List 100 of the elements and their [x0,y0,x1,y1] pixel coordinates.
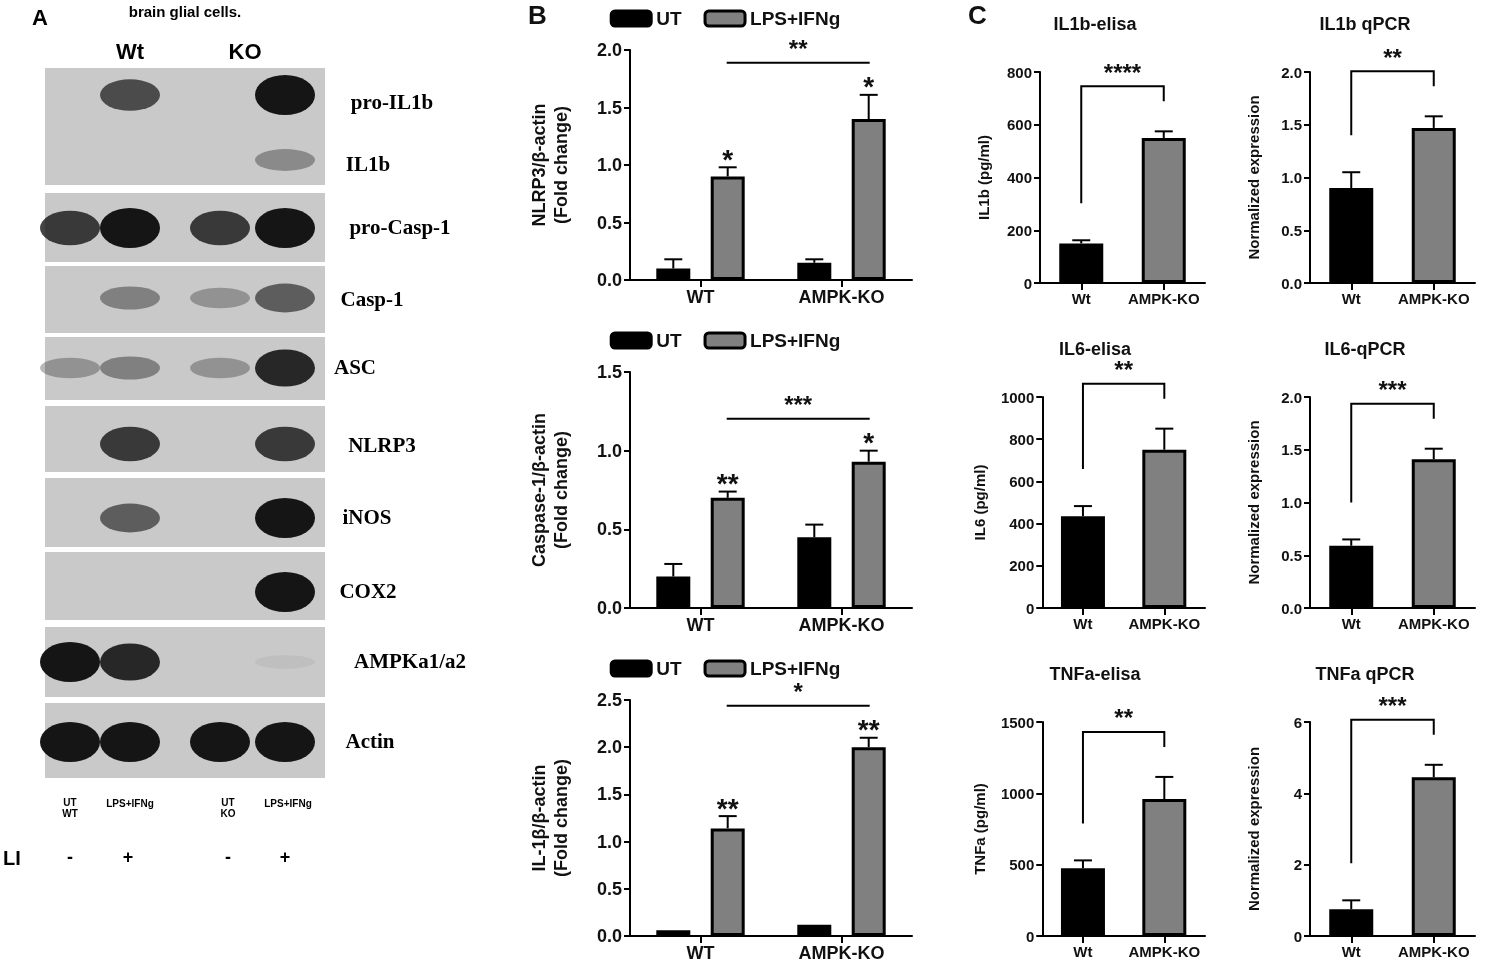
text: Wt [115,38,145,65]
y-tick-label: 0.5 [1281,546,1302,564]
legend-label: UT [656,8,682,29]
text: COX2 [339,579,397,604]
x-tick-label: AMPK-KO [798,287,885,307]
x-tick-label: AMPK-KO [1397,290,1470,307]
chart-title: TNFa-elisa [1049,664,1142,684]
y-tick-label: 1.0 [596,440,622,461]
y-tick-label: 0.5 [596,519,622,540]
y-tick-label: 2.0 [596,40,622,60]
text: ** [1383,43,1403,71]
y-tick-label: 500 [1009,856,1035,874]
x-tick-label: WT [686,287,715,307]
x-tick-label: AMPK-KO [1397,615,1470,632]
text: KO [228,38,262,65]
chart-title: IL1b qPCR [1319,14,1411,34]
y-tick-label: 1.5 [1281,116,1302,134]
text: + [279,847,291,868]
text: AMPKa1/a2 [354,649,466,674]
annotation: *** [784,391,813,419]
x-tick-label: Wt [1071,290,1091,307]
y-axis-title: Normalized expression [1244,746,1262,912]
annotation: ** [788,35,809,63]
x-tick-label: AMPK-KO [1128,615,1201,632]
y-tick-label: 0.0 [1281,274,1302,292]
text: + [122,847,134,868]
y-tick-label: 2.0 [1281,388,1302,406]
y-axis-title: IL6 (pg/ml) [970,464,988,541]
y-tick-label: 0.0 [596,926,622,946]
y-tick-label: 0 [1293,927,1302,945]
text: Actin [345,729,395,754]
x-tick-label: AMPK-KO [1397,943,1470,960]
y-tick-label: 0.0 [596,598,622,618]
x-tick-label: Wt [1341,615,1361,632]
y-tick-label: 0.5 [596,212,622,233]
text: LPS+IFNg [106,797,154,809]
y-tick-label: 1.0 [1281,169,1302,186]
y-tick-label: 600 [1006,116,1032,134]
text: *** [1378,692,1408,720]
y-tick-label: 400 [1009,515,1035,533]
y-tick-label: 0.0 [1281,599,1302,617]
y-tick-label: 6 [1293,713,1302,731]
text: LI [3,847,21,869]
y-tick-label: 0.5 [1281,221,1302,239]
y-tick-label: 0.0 [596,270,622,290]
y-axis-title: TNFa (pg/ml) [970,783,988,875]
text: A [32,4,48,31]
y-tick-label: 1.5 [596,97,622,118]
annotation: * [722,143,734,175]
text: brain glial cells. [128,2,242,21]
y-tick-label: 400 [1006,169,1032,186]
text: B [528,0,547,30]
y-axis-title: IL-1β/β-actin (Fold change) [529,759,571,877]
y-tick-label: 0 [1023,274,1032,292]
y-tick-label: 800 [1009,430,1035,448]
text: - [225,847,231,868]
annotation: ** [716,468,739,500]
y-tick-label: 1500 [1000,713,1035,731]
y-tick-label: 1000 [1000,388,1035,406]
y-tick-label: 4 [1293,784,1303,802]
annotation: * [793,678,804,706]
legend-label: LPS+IFNg [750,330,841,351]
x-tick-label: AMPK-KO [1128,943,1201,960]
annotation: **** [1103,58,1142,86]
x-tick-label: AMPK-KO [798,943,885,963]
text: ASC [333,355,377,380]
chart-title: IL6-elisa [1058,339,1132,359]
y-tick-label: 2.5 [596,690,622,710]
x-tick-label: WT [686,615,715,635]
annotation: * [863,71,875,103]
y-tick-label: 800 [1006,63,1032,81]
y-tick-label: 200 [1009,557,1035,575]
x-tick-label: WT [686,943,715,963]
x-tick-label: AMPK-KO [798,615,885,635]
text: pro-Casp-1 [349,215,451,240]
y-tick-label: 200 [1006,221,1032,239]
text: UT KO [220,797,236,819]
text: iNOS [342,505,392,530]
text: C [968,0,987,30]
x-tick-label: Wt [1073,615,1093,632]
y-axis-title: Normalized expression [1244,95,1262,260]
y-tick-label: 1.5 [1281,441,1302,459]
y-axis-title: Normalized expression [1244,420,1262,585]
y-tick-label: 600 [1009,472,1035,490]
legend-label: UT [656,330,682,351]
y-tick-label: 1.5 [596,784,622,805]
legend-label: LPS+IFNg [750,8,841,29]
y-tick-label: 1.0 [596,831,622,852]
legend-label: UT [656,658,682,679]
y-tick-label: 1.0 [1281,494,1302,511]
text: NLRP3 [348,433,416,458]
chart-title: IL6-qPCR [1324,339,1406,359]
y-tick-label: 1.0 [596,155,622,175]
chart-title: IL1b-elisa [1053,14,1138,34]
annotation: ** [716,792,739,824]
y-axis-title: NLRP3/β-actin (Fold change) [529,103,571,227]
y-axis-title: Caspase-1/β-actin (Fold change) [529,412,571,568]
text: IL1b [345,152,391,177]
text: Casp-1 [340,287,404,312]
y-tick-label: 0 [1025,927,1035,945]
